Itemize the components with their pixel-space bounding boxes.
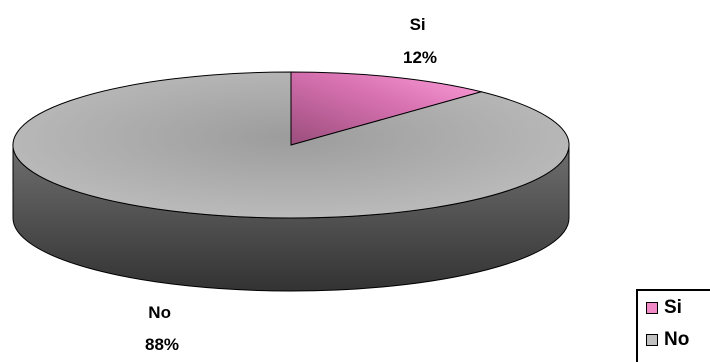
legend-swatch-si [646, 302, 658, 314]
svg-text:Si 12%: Si 12% [403, 15, 437, 67]
legend-label-no: No [664, 329, 690, 350]
svg-text:No 88%: No 88% [145, 303, 179, 354]
data-label-si-name: Si [410, 15, 426, 34]
data-label-si-value: 12% [403, 48, 437, 67]
pie-slice-no [12, 71, 570, 219]
legend-swatch-no [646, 334, 658, 346]
legend-item-si: Si [646, 297, 682, 319]
legend: Si No [636, 289, 710, 362]
pie-slice-si [290, 71, 484, 146]
legend-label-si: Si [664, 297, 682, 318]
data-label-no-value: 88% [145, 335, 179, 354]
legend-item-no: No [646, 329, 689, 351]
data-label-no-name: No [148, 303, 171, 322]
